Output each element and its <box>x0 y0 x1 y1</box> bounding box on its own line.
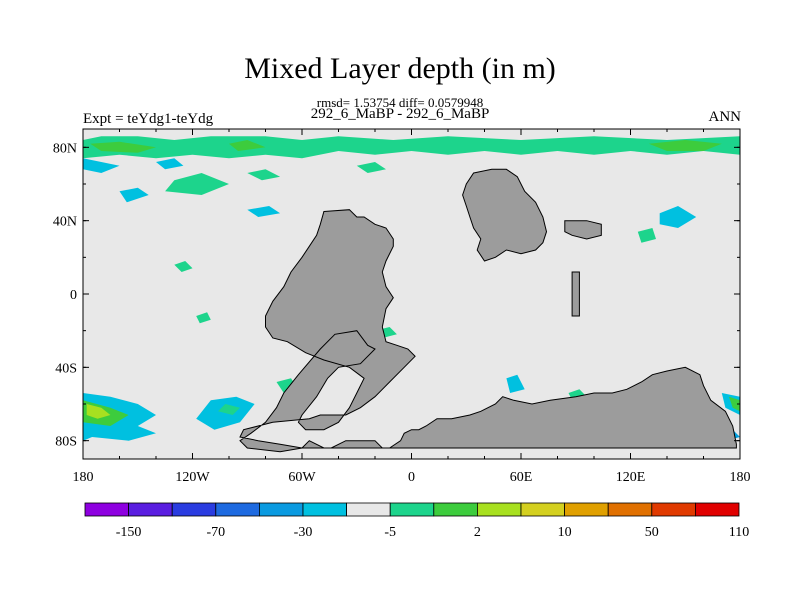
colorbar-label: 50 <box>645 525 659 540</box>
lat-tick-label: 40S <box>55 361 77 376</box>
anomaly-patch-12 <box>637 228 656 243</box>
colorbar-box-4 <box>258 502 304 517</box>
lat-tick-label: 40N <box>53 215 77 230</box>
anomaly-patch-4 <box>83 158 120 173</box>
anomaly-patch-3 <box>648 140 722 151</box>
colorbar-box-0 <box>84 502 129 517</box>
plot-title: Mixed Layer depth (in m) <box>244 52 556 85</box>
colorbar-box-14 <box>695 502 740 517</box>
anomaly-patch-25 <box>721 393 740 415</box>
anomaly-patch-11 <box>659 206 697 228</box>
anomaly-layer <box>83 136 740 441</box>
anomaly-patch-10 <box>247 206 281 217</box>
anomaly-patch-23 <box>196 396 255 430</box>
anomaly-patch-24 <box>218 404 240 415</box>
anomaly-patch-14 <box>196 312 211 324</box>
land-layer <box>239 168 737 453</box>
experiment-label: Expt = teYdg1-teYdg <box>83 111 214 127</box>
lat-tick-label: 80N <box>53 141 77 156</box>
colorbar: -150 -70 -30 -5 2 10 50 110 <box>84 502 749 540</box>
anomaly-patch-7 <box>356 162 386 173</box>
land-mass-0 <box>239 209 737 453</box>
colorbar-label: -30 <box>294 525 313 540</box>
anomaly-patch-26 <box>729 396 740 412</box>
lon-tick-label: 180 <box>73 470 94 485</box>
anomaly-patch-8 <box>165 173 229 195</box>
colorbar-label: -70 <box>206 525 225 540</box>
anomaly-patch-13 <box>174 261 193 272</box>
lon-tick-label: 120E <box>616 470 646 485</box>
lat-tick-label: 80S <box>55 435 77 450</box>
anomaly-patch-1 <box>90 141 156 153</box>
land-mass-2 <box>564 220 602 240</box>
anomaly-patch-2 <box>229 140 266 151</box>
colorbar-box-5 <box>302 502 347 517</box>
lon-tick-label: 60E <box>510 470 533 485</box>
colorbar-box-9 <box>476 502 522 517</box>
colorbar-box-6 <box>346 502 391 517</box>
colorbar-box-11 <box>564 502 609 517</box>
season-label: ANN <box>708 109 742 125</box>
latitude-axis: 80N 40N 0 40S 80S <box>53 141 740 450</box>
land-mass-1 <box>462 168 548 262</box>
colorbar-box-13 <box>651 502 696 517</box>
colorbar-label: -150 <box>116 525 142 540</box>
land-mass-3 <box>571 271 580 317</box>
anomaly-patch-22 <box>86 404 111 419</box>
colorbar-label: 10 <box>558 525 572 540</box>
anomaly-patch-5 <box>156 158 184 170</box>
lon-tick-label: 60W <box>288 470 316 485</box>
lon-tick-label: 120W <box>175 470 210 485</box>
anomaly-patch-17 <box>506 374 525 393</box>
colorbar-label: 2 <box>474 525 481 540</box>
stats-line: rmsd= 1.53754 diff= 0.0579948 <box>316 95 484 110</box>
anomaly-patch-9 <box>119 187 149 203</box>
colorbar-box-1 <box>128 502 173 517</box>
colorbar-box-3 <box>215 502 260 517</box>
colorbar-box-12 <box>607 502 653 517</box>
case-line: 292_6_MaBP - 292_6_MaBP <box>310 106 490 122</box>
colorbar-box-7 <box>389 502 435 517</box>
colorbar-box-10 <box>520 502 565 517</box>
lat-tick-label: 0 <box>70 288 77 303</box>
lon-tick-label: 0 <box>408 470 415 485</box>
lon-tick-label: 180 <box>730 470 751 485</box>
anomaly-patch-6 <box>247 169 281 181</box>
colorbar-label: 110 <box>729 525 749 540</box>
colorbar-box-2 <box>171 502 217 517</box>
colorbar-box-8 <box>433 502 478 517</box>
colorbar-label: -5 <box>384 525 396 540</box>
longitude-axis: 180 120W 60W 0 60E 120E 180 <box>73 129 751 485</box>
